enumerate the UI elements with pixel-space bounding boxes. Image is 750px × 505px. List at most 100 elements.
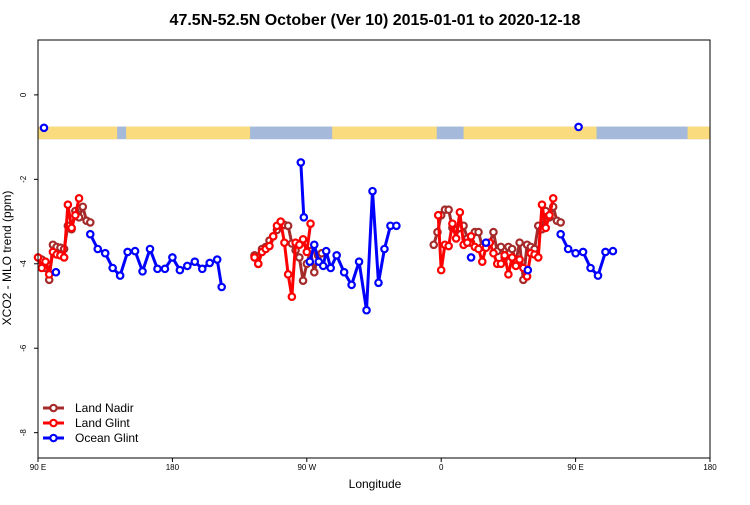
data-point (138, 267, 147, 276)
data-point (541, 223, 551, 233)
x-tick-label: 90 W (297, 463, 316, 472)
data-point (556, 229, 565, 239)
data-point (362, 305, 371, 315)
x-tick-label: 180 (703, 463, 717, 472)
data-point (433, 210, 443, 220)
data-point (511, 261, 521, 271)
data-point (504, 270, 513, 279)
data-point (318, 261, 328, 271)
data-point (153, 264, 162, 274)
y-axis-ticks: 0 -2 -4 -6 -8 (19, 92, 38, 436)
data-point (474, 227, 483, 237)
data-point (436, 265, 446, 275)
legend-marker (49, 403, 58, 413)
data-point (71, 210, 80, 220)
x-tick-label: 90 E (30, 463, 46, 472)
data-point (197, 264, 207, 274)
data-point (466, 253, 476, 262)
data-point (85, 218, 95, 227)
chart-title: 47.5N-52.5N October (Ver 10) 2015-01-01 … (170, 12, 581, 29)
data-point (392, 221, 401, 231)
data-point (507, 244, 517, 254)
data-point (515, 238, 524, 247)
data-point (78, 202, 88, 212)
data-point (130, 246, 140, 256)
data-point (507, 253, 517, 262)
data-point (500, 251, 509, 260)
data-point (368, 186, 377, 196)
data-point (108, 263, 117, 273)
data-point (332, 251, 341, 260)
y-tick-label: -2 (19, 175, 28, 183)
data-point (608, 246, 618, 256)
plot-series (33, 158, 618, 315)
data-point (295, 253, 304, 262)
y-tick-label: 0 (19, 92, 28, 97)
data-point (250, 253, 259, 262)
data-point (496, 242, 506, 252)
data-point (205, 258, 215, 268)
data-point (276, 217, 285, 226)
data-point (444, 241, 453, 251)
data-point (59, 253, 69, 262)
data-point (37, 263, 47, 273)
data-point (302, 247, 312, 257)
data-point (451, 234, 461, 243)
data-point (455, 207, 465, 217)
data-point (298, 276, 308, 285)
y-axis-label: XCO2 - MLO trend (ppm) (0, 191, 14, 326)
data-point (593, 271, 603, 280)
data-point (339, 267, 349, 277)
data-point (474, 244, 483, 254)
y-tick-label: -4 (19, 260, 28, 268)
data-point (51, 267, 61, 277)
data-point (326, 263, 335, 273)
data-point (347, 280, 356, 290)
data-point (515, 255, 524, 264)
data-point (190, 257, 200, 266)
data-point (168, 253, 177, 262)
data-point (212, 255, 222, 264)
data-point (100, 248, 110, 258)
x-tick-label: 180 (166, 463, 180, 472)
data-point (309, 240, 319, 250)
series-ocean-glint (51, 158, 618, 315)
data-point (548, 194, 558, 203)
legend-marker (49, 433, 58, 443)
strip-land-segment (38, 126, 118, 140)
series-line (299, 162, 306, 218)
legend-label: Ocean Glint (75, 431, 139, 445)
data-point (296, 158, 306, 167)
data-point (298, 234, 308, 244)
data-point (571, 248, 580, 258)
data-point (305, 257, 315, 266)
data-point (145, 244, 155, 254)
legend-label: Land Nadir (75, 401, 134, 415)
strip-land-segment (463, 126, 597, 140)
data-point (374, 278, 383, 288)
x-tick-label: 90 E (567, 463, 583, 472)
data-point (601, 247, 610, 257)
data-point (160, 264, 170, 274)
data-point (429, 240, 439, 250)
data-point (477, 257, 487, 266)
data-point (44, 270, 54, 279)
plot-frame (37, 39, 711, 459)
data-point (309, 267, 319, 277)
data-point (523, 265, 533, 275)
data-point (354, 257, 364, 266)
data-point (556, 218, 565, 227)
strip-marker (39, 123, 49, 133)
x-axis-label: Longitude (349, 477, 402, 491)
data-point (563, 244, 573, 254)
data-point (280, 238, 289, 247)
legend-marker (49, 418, 58, 428)
data-point (466, 232, 476, 241)
data-point (586, 263, 595, 273)
data-point (321, 246, 331, 256)
data-point (489, 227, 498, 237)
data-point (448, 219, 457, 228)
